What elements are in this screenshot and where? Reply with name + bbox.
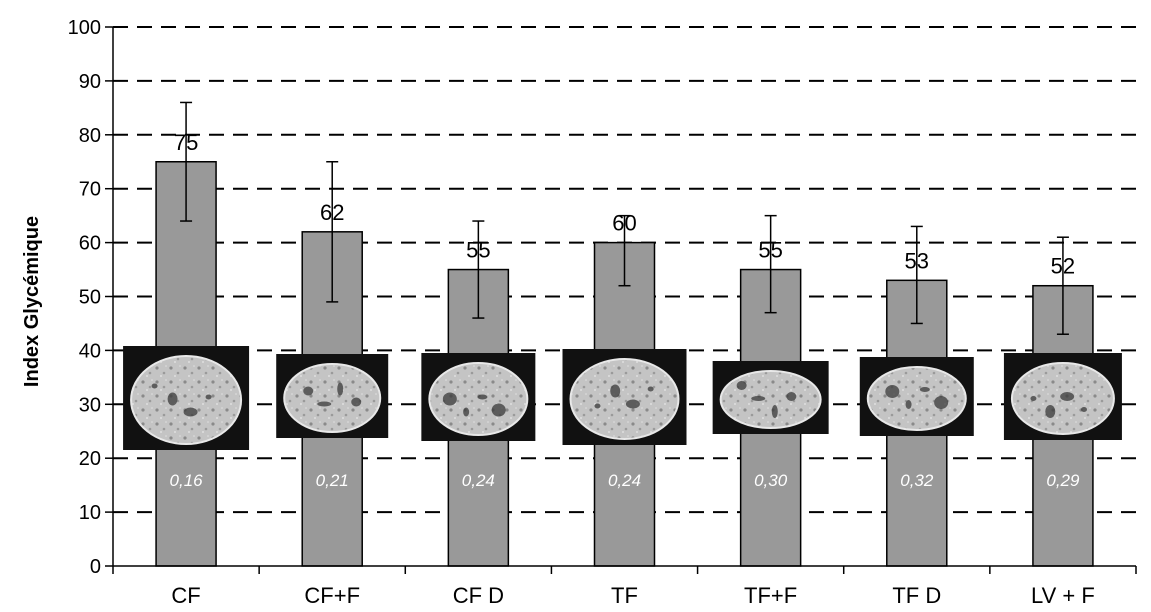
y-tick-label: 30 — [79, 394, 101, 416]
y-tick-label: 20 — [79, 448, 101, 470]
x-category-label: CF+F — [304, 583, 360, 608]
inner-value-label: 0,24 — [608, 471, 641, 490]
value-label: 52 — [1051, 254, 1075, 279]
x-category-label: CF D — [453, 583, 504, 608]
bread-slice-tf-d-image — [859, 357, 974, 436]
bars — [123, 101, 1122, 567]
x-category-label: TF+F — [744, 583, 797, 608]
y-tick-label: 60 — [79, 233, 101, 255]
y-tick-label: 10 — [79, 502, 101, 524]
x-category-label: TF D — [892, 583, 941, 608]
x-category-label: TF — [611, 583, 638, 608]
y-tick-label: 70 — [79, 179, 101, 201]
x-category-label: CF — [171, 583, 200, 608]
value-label: 55 — [758, 238, 782, 263]
value-label: 60 — [612, 211, 636, 236]
bread-slice-tf-image — [562, 349, 687, 445]
inner-value-label: 0,16 — [170, 471, 204, 490]
value-label: 62 — [320, 200, 344, 225]
bread-slice-cf-d-image — [421, 353, 536, 441]
labels: 0 10 20 30 40 50 60 70 80 90 100 Index Glycémique 75… — [21, 17, 1095, 608]
y-tick-label: 90 — [79, 71, 101, 93]
inner-value-label: 0,30 — [754, 471, 788, 490]
inner-value-label: 0,32 — [900, 471, 934, 490]
axes — [105, 26, 1137, 574]
x-category-label: LV + F — [1031, 583, 1095, 608]
bread-slice-lv-f-image — [1003, 353, 1122, 440]
bread-slice-tf-f-image — [712, 361, 829, 434]
y-tick-label: 80 — [79, 125, 101, 147]
inner-value-label: 0,29 — [1046, 471, 1080, 490]
bread-slice-cf-image — [123, 346, 250, 450]
y-tick-label: 40 — [79, 340, 101, 362]
y-tick-label: 0 — [90, 556, 101, 578]
bread-slice-cf-f-image — [276, 354, 389, 438]
y-tick-label: 50 — [79, 287, 101, 309]
y-tick-label: 100 — [68, 17, 101, 39]
y-axis-title: Index Glycémique — [21, 216, 43, 387]
inner-value-label: 0,21 — [316, 471, 349, 490]
value-label: 75 — [174, 130, 198, 155]
value-label: 55 — [466, 238, 490, 263]
inner-value-label: 0,24 — [462, 471, 495, 490]
value-label: 53 — [905, 248, 929, 273]
